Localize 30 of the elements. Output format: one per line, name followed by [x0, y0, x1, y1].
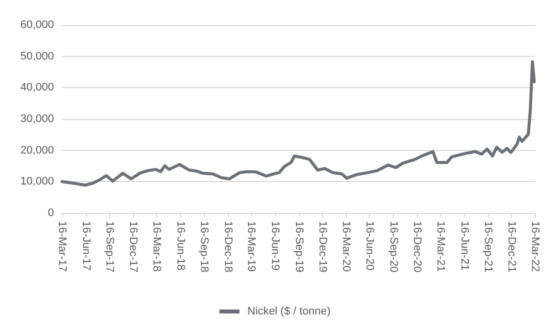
- x-tick-label: 16-Jun-21: [458, 221, 470, 271]
- x-tick-label: 16-Dec-20: [411, 221, 424, 272]
- x-tick-label: 16-Mar-21: [434, 221, 446, 272]
- y-tick-label: 40,000: [20, 82, 54, 94]
- x-tick-label: 16-Sep-17: [104, 221, 116, 272]
- y-tick-label: 10,000: [20, 176, 54, 188]
- x-tick-label: 16-Jun-17: [80, 221, 92, 271]
- x-tick-label: 16-Mar-22: [529, 221, 541, 272]
- x-tick-label: 16-Sep-18: [198, 221, 210, 272]
- x-tick-label: 16-Dec-18: [222, 221, 234, 272]
- x-tick-label: 16-Dec-19: [316, 221, 328, 272]
- x-tick-label: 16-Mar-18: [150, 221, 163, 272]
- line-series: [60, 60, 536, 187]
- x-tick-label: 16-Mar-19: [245, 221, 258, 272]
- x-tick-label: 16-Dec-17: [127, 221, 140, 272]
- x-tick-label: 16-Sep-19: [292, 221, 305, 272]
- x-tick-label: 16-Jun-19: [268, 221, 281, 271]
- y-tick-label: 50,000: [20, 50, 54, 62]
- y-tick-label: 60,000: [20, 19, 54, 31]
- y-tick-label: 0: [48, 207, 54, 219]
- x-tick-label: 16-Mar-17: [56, 221, 68, 272]
- legend-label: Nickel ($ / tonne): [247, 306, 331, 318]
- x-tick-label: 16-Sep-20: [388, 221, 400, 272]
- y-tick-label: 30,000: [20, 113, 54, 125]
- x-tick-label: 16-Jun-18: [174, 221, 186, 271]
- x-tick-label: 16-Mar-20: [340, 221, 352, 272]
- y-tick-label: 20,000: [20, 144, 54, 156]
- x-tick-label: 16-Dec-21: [506, 221, 518, 272]
- x-tick-label: 16-Sep-21: [482, 221, 494, 272]
- x-tick-label: 16-Jun-20: [364, 221, 376, 271]
